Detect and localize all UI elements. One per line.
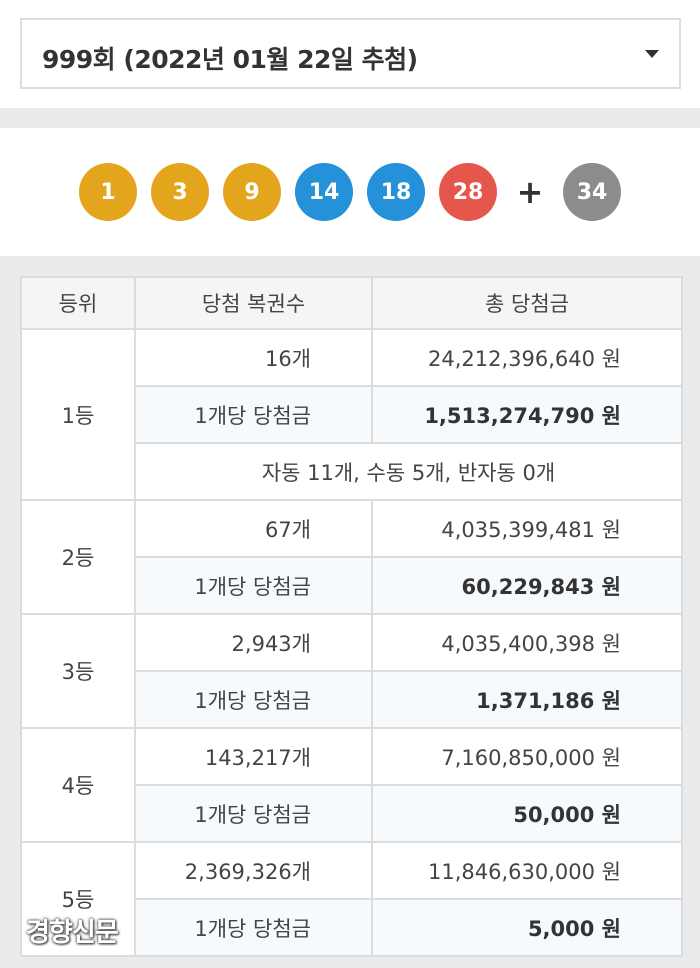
winning-ball-1: 1 — [79, 163, 137, 221]
table-row: 자동 11개, 수동 5개, 반자동 0개 — [21, 442, 683, 501]
purchase-type-breakdown: 자동 11개, 수동 5개, 반자동 0개 — [134, 442, 683, 501]
winner-count-cell: 67개 — [134, 499, 373, 558]
rank-cell: 5등 — [20, 841, 136, 957]
bonus-ball: 34 — [563, 163, 621, 221]
table-row: 4등 143,217개 7,160,850,000 원 — [20, 727, 683, 843]
rank-cell: 4등 — [20, 727, 136, 843]
winning-numbers: 1 3 9 14 18 28 + 34 — [0, 128, 700, 256]
per-ticket-amount: 50,000 원 — [371, 784, 683, 843]
header-rank: 등위 — [20, 276, 136, 330]
winner-count-cell: 16개 — [134, 328, 373, 387]
table-row: 1개당 당첨금 1,513,274,790 원 — [21, 385, 683, 444]
total-prize-cell: 4,035,399,481 원 — [371, 499, 683, 558]
caret-down-icon[interactable] — [645, 50, 659, 58]
table-row: 3등 2,943개 4,035,400,398 원 — [20, 613, 683, 729]
rank-cell: 2등 — [20, 499, 136, 615]
winner-count-cell: 143,217개 — [134, 727, 373, 786]
draw-round-select[interactable]: 999회 (2022년 01월 22일 추첨) — [20, 18, 681, 89]
header-total-prize: 총 당첨금 — [371, 276, 683, 330]
per-ticket-amount: 60,229,843 원 — [371, 556, 683, 615]
total-prize-cell: 11,846,630,000 원 — [371, 841, 683, 900]
plus-icon: + — [516, 173, 544, 211]
draw-select-section: 999회 (2022년 01월 22일 추첨) — [0, 0, 700, 108]
winning-ball-5: 18 — [367, 163, 425, 221]
table-row: 1개당 당첨금 50,000 원 — [21, 784, 683, 843]
table-header-row: 등위 당첨 복권수 총 당첨금 — [20, 276, 683, 330]
winning-ball-3: 9 — [223, 163, 281, 221]
header-winner-count: 당첨 복권수 — [134, 276, 373, 330]
winner-count-cell: 2,369,326개 — [134, 841, 373, 900]
winning-ball-6: 28 — [439, 163, 497, 221]
prize-table-wrapper: 등위 당첨 복권수 총 당첨금 1등 16개 24,212,396,640 원 … — [20, 276, 683, 957]
table-row: 5등 2,369,326개 11,846,630,000 원 — [20, 841, 683, 957]
total-prize-cell: 24,212,396,640 원 — [371, 328, 683, 387]
newspaper-watermark: 경향신문 — [26, 918, 119, 948]
per-ticket-label: 1개당 당첨금 — [134, 670, 373, 729]
total-prize-cell: 4,035,400,398 원 — [371, 613, 683, 672]
per-ticket-label: 1개당 당첨금 — [134, 385, 373, 444]
prize-table: 등위 당첨 복권수 총 당첨금 1등 16개 24,212,396,640 원 … — [20, 276, 683, 957]
per-ticket-amount: 5,000 원 — [371, 898, 683, 957]
winning-ball-4: 14 — [295, 163, 353, 221]
per-ticket-label: 1개당 당첨금 — [134, 898, 373, 957]
winning-ball-2: 3 — [151, 163, 209, 221]
table-row: 1개당 당첨금 5,000 원 — [21, 898, 683, 957]
table-row: 1개당 당첨금 1,371,186 원 — [21, 670, 683, 729]
per-ticket-amount: 1,371,186 원 — [371, 670, 683, 729]
per-ticket-label: 1개당 당첨금 — [134, 784, 373, 843]
table-row: 1등 16개 24,212,396,640 원 — [20, 328, 683, 501]
winner-count-cell: 2,943개 — [134, 613, 373, 672]
rank-cell: 3등 — [20, 613, 136, 729]
table-row: 1개당 당첨금 60,229,843 원 — [21, 556, 683, 615]
rank-cell: 1등 — [20, 328, 136, 501]
draw-round-label: 999회 (2022년 01월 22일 추첨) — [42, 45, 418, 74]
per-ticket-amount: 1,513,274,790 원 — [371, 385, 683, 444]
table-row: 2등 67개 4,035,399,481 원 — [20, 499, 683, 615]
total-prize-cell: 7,160,850,000 원 — [371, 727, 683, 786]
per-ticket-label: 1개당 당첨금 — [134, 556, 373, 615]
